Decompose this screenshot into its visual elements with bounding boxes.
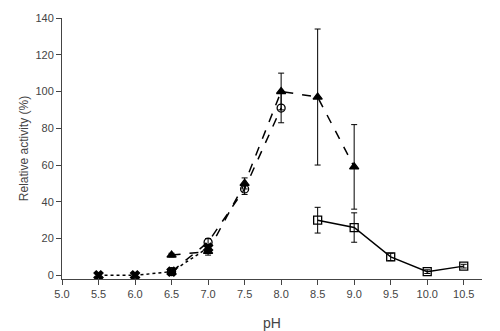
svg-text:80: 80	[42, 122, 54, 134]
svg-text:100: 100	[35, 85, 53, 97]
svg-text:10.0: 10.0	[417, 288, 438, 300]
svg-text:6.0: 6.0	[127, 288, 142, 300]
svg-text:9.5: 9.5	[383, 288, 398, 300]
svg-text:120: 120	[35, 49, 53, 61]
svg-text:20: 20	[42, 232, 54, 244]
svg-text:pH: pH	[263, 315, 281, 331]
svg-text:6.5: 6.5	[164, 288, 179, 300]
svg-text:8.0: 8.0	[273, 288, 288, 300]
svg-text:7.5: 7.5	[237, 288, 252, 300]
svg-text:7.0: 7.0	[200, 288, 215, 300]
svg-text:5.5: 5.5	[91, 288, 106, 300]
svg-text:60: 60	[42, 159, 54, 171]
svg-text:Relative activity (%): Relative activity (%)	[17, 96, 31, 201]
svg-text:40: 40	[42, 196, 54, 208]
svg-text:10.5: 10.5	[453, 288, 474, 300]
svg-text:140: 140	[35, 12, 53, 24]
svg-text:8.5: 8.5	[310, 288, 325, 300]
svg-text:9.0: 9.0	[347, 288, 362, 300]
svg-text:5.0: 5.0	[54, 288, 69, 300]
svg-text:0: 0	[48, 269, 54, 281]
